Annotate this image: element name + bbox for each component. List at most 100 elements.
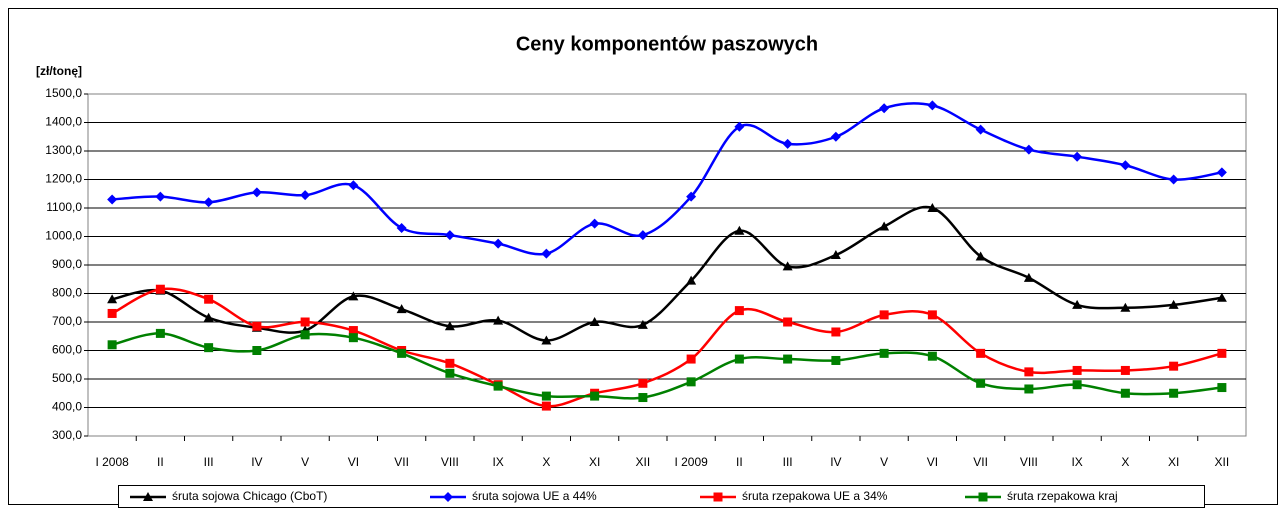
x-tick-label: XII (1215, 455, 1230, 469)
data-point (1217, 383, 1227, 393)
legend-marker (713, 492, 723, 502)
legend-label: śruta rzepakowa kraj (1007, 489, 1118, 503)
data-point (107, 294, 118, 304)
y-tick-label: 300,0 (52, 428, 82, 442)
data-point (1023, 272, 1034, 282)
data-point (445, 368, 455, 378)
x-tick-label: IX (492, 455, 503, 469)
data-point (155, 191, 166, 202)
y-axis-label: [zł/tonę] (36, 64, 82, 78)
x-tick-label: IV (830, 455, 841, 469)
data-point (348, 180, 359, 191)
data-point (444, 321, 455, 331)
data-point (1168, 174, 1179, 185)
data-point (638, 378, 648, 388)
x-tick-label: III (204, 455, 214, 469)
data-point (589, 218, 600, 229)
data-point (782, 261, 793, 271)
data-point (734, 225, 745, 235)
data-point (831, 327, 841, 337)
x-tick-label: VII (394, 455, 409, 469)
data-point (1168, 299, 1179, 309)
x-tick-label: VI (927, 455, 938, 469)
data-point (1072, 299, 1083, 309)
data-point (686, 191, 697, 202)
data-point (589, 317, 600, 326)
x-tick-label: I 2008 (95, 455, 129, 469)
data-point (252, 321, 262, 331)
data-point (251, 187, 262, 198)
data-point (252, 346, 262, 355)
data-point (203, 312, 214, 322)
y-tick-label: 1500,0 (45, 86, 82, 100)
data-point (976, 378, 986, 388)
y-tick-label: 400,0 (52, 400, 82, 414)
x-tick-label: X (542, 455, 550, 469)
data-point (300, 317, 310, 327)
data-point (1120, 302, 1131, 312)
legend-label: śruta rzepakowa UE a 34% (742, 489, 888, 503)
data-point (879, 348, 889, 358)
data-point (541, 391, 551, 401)
data-point (686, 377, 696, 387)
data-point (590, 391, 600, 401)
data-point (397, 348, 407, 358)
data-point (782, 138, 793, 149)
legend-marker (978, 492, 988, 502)
data-point (203, 197, 214, 208)
data-point (1072, 365, 1082, 375)
data-point (927, 203, 938, 212)
data-point (638, 393, 648, 403)
data-point (975, 124, 986, 135)
data-point (1024, 367, 1034, 377)
x-tick-label: IV (251, 455, 262, 469)
data-point (783, 317, 793, 327)
data-point (493, 315, 504, 325)
x-tick-label: XI (589, 455, 600, 469)
data-point (1169, 388, 1179, 398)
data-point (734, 354, 744, 364)
data-point (300, 330, 310, 340)
data-point (348, 291, 359, 301)
data-point (107, 308, 117, 318)
data-point (107, 194, 118, 205)
x-tick-label: II (157, 455, 164, 469)
data-point (686, 354, 696, 364)
data-point (348, 333, 358, 343)
data-point (975, 251, 986, 261)
x-tick-label: VIII (441, 455, 459, 469)
data-point (155, 328, 165, 338)
legend-marker (443, 492, 453, 502)
data-point (927, 310, 937, 320)
x-tick-label: VI (348, 455, 359, 469)
data-point (879, 221, 890, 231)
data-point (830, 131, 841, 142)
data-point (155, 284, 165, 294)
y-tick-label: 1000,0 (45, 229, 82, 243)
data-point (204, 343, 214, 353)
y-tick-label: 1300,0 (45, 143, 82, 157)
data-point (493, 238, 504, 249)
data-point (541, 248, 552, 259)
data-point (1072, 380, 1082, 390)
data-point (204, 294, 214, 304)
x-tick-label: X (1121, 455, 1129, 469)
x-tick-label: VIII (1020, 455, 1038, 469)
data-point (830, 250, 841, 260)
data-point (300, 190, 311, 201)
data-point (541, 335, 552, 345)
data-point (445, 358, 455, 368)
legend-box (118, 485, 1205, 508)
data-point (637, 319, 648, 329)
y-tick-label: 1200,0 (45, 172, 82, 186)
y-tick-label: 600,0 (52, 343, 82, 357)
data-point (396, 222, 407, 233)
y-tick-label: 800,0 (52, 286, 82, 300)
data-point (1120, 160, 1131, 171)
data-point (734, 121, 745, 132)
data-point (686, 275, 697, 285)
y-tick-label: 700,0 (52, 314, 82, 328)
chart-border (8, 8, 1278, 505)
data-point (783, 354, 793, 364)
